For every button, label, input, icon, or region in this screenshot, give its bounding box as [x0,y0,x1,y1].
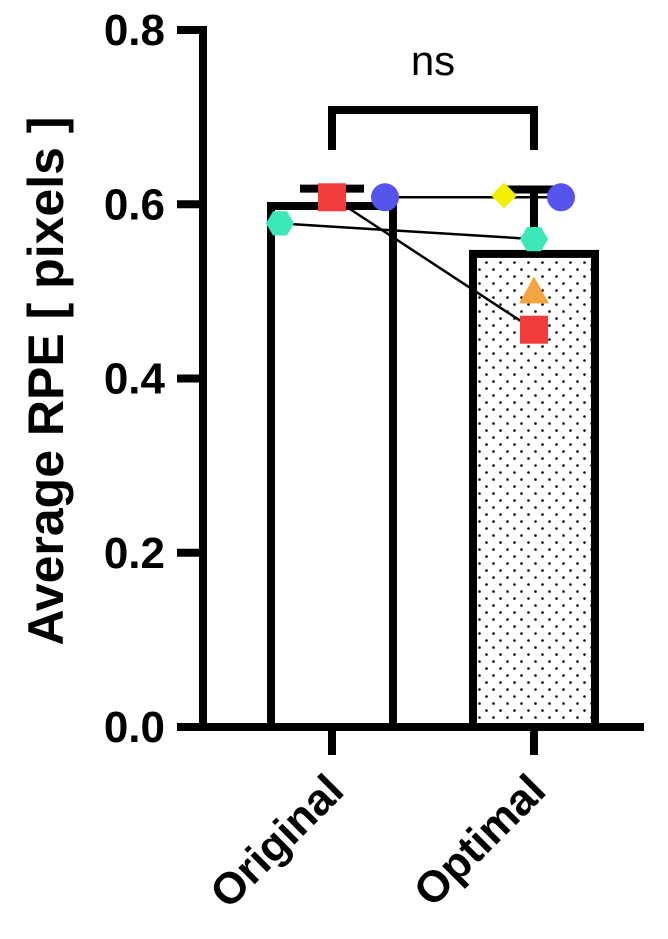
circle-point [547,183,575,212]
y-tick-label: 0.6 [104,180,165,229]
y-tick-label: 0.8 [104,6,165,55]
diamond-point [491,182,517,209]
data-points [266,182,575,344]
hexagon-point [520,227,548,252]
triangle-point [519,276,549,304]
paired-line-square [331,196,535,331]
y-axis-title: Average RPE [ pixels ] [18,117,74,646]
x-tick-label-original: Original [201,765,353,917]
y-tick-label: 0.0 [104,703,165,752]
x-tick-label-optimal: Optimal [405,765,555,915]
square-point [318,183,346,212]
square-point [520,315,548,344]
paired-lines [279,196,561,331]
significance-label: ns [411,37,455,84]
bar-original [267,201,397,731]
circle-point [371,183,399,212]
hexagon-point [266,211,294,236]
x-axis: Original Optimal [199,723,644,918]
y-tick-label: 0.2 [104,529,165,578]
y-tick-label: 0.4 [104,355,166,404]
bars [267,201,599,731]
significance-bracket: ns [328,37,538,150]
significance-bracket-line [328,106,538,150]
y-axis: 0.0 0.2 0.4 0.6 0.8 [104,6,207,752]
paired-line-hexagon [279,222,535,241]
